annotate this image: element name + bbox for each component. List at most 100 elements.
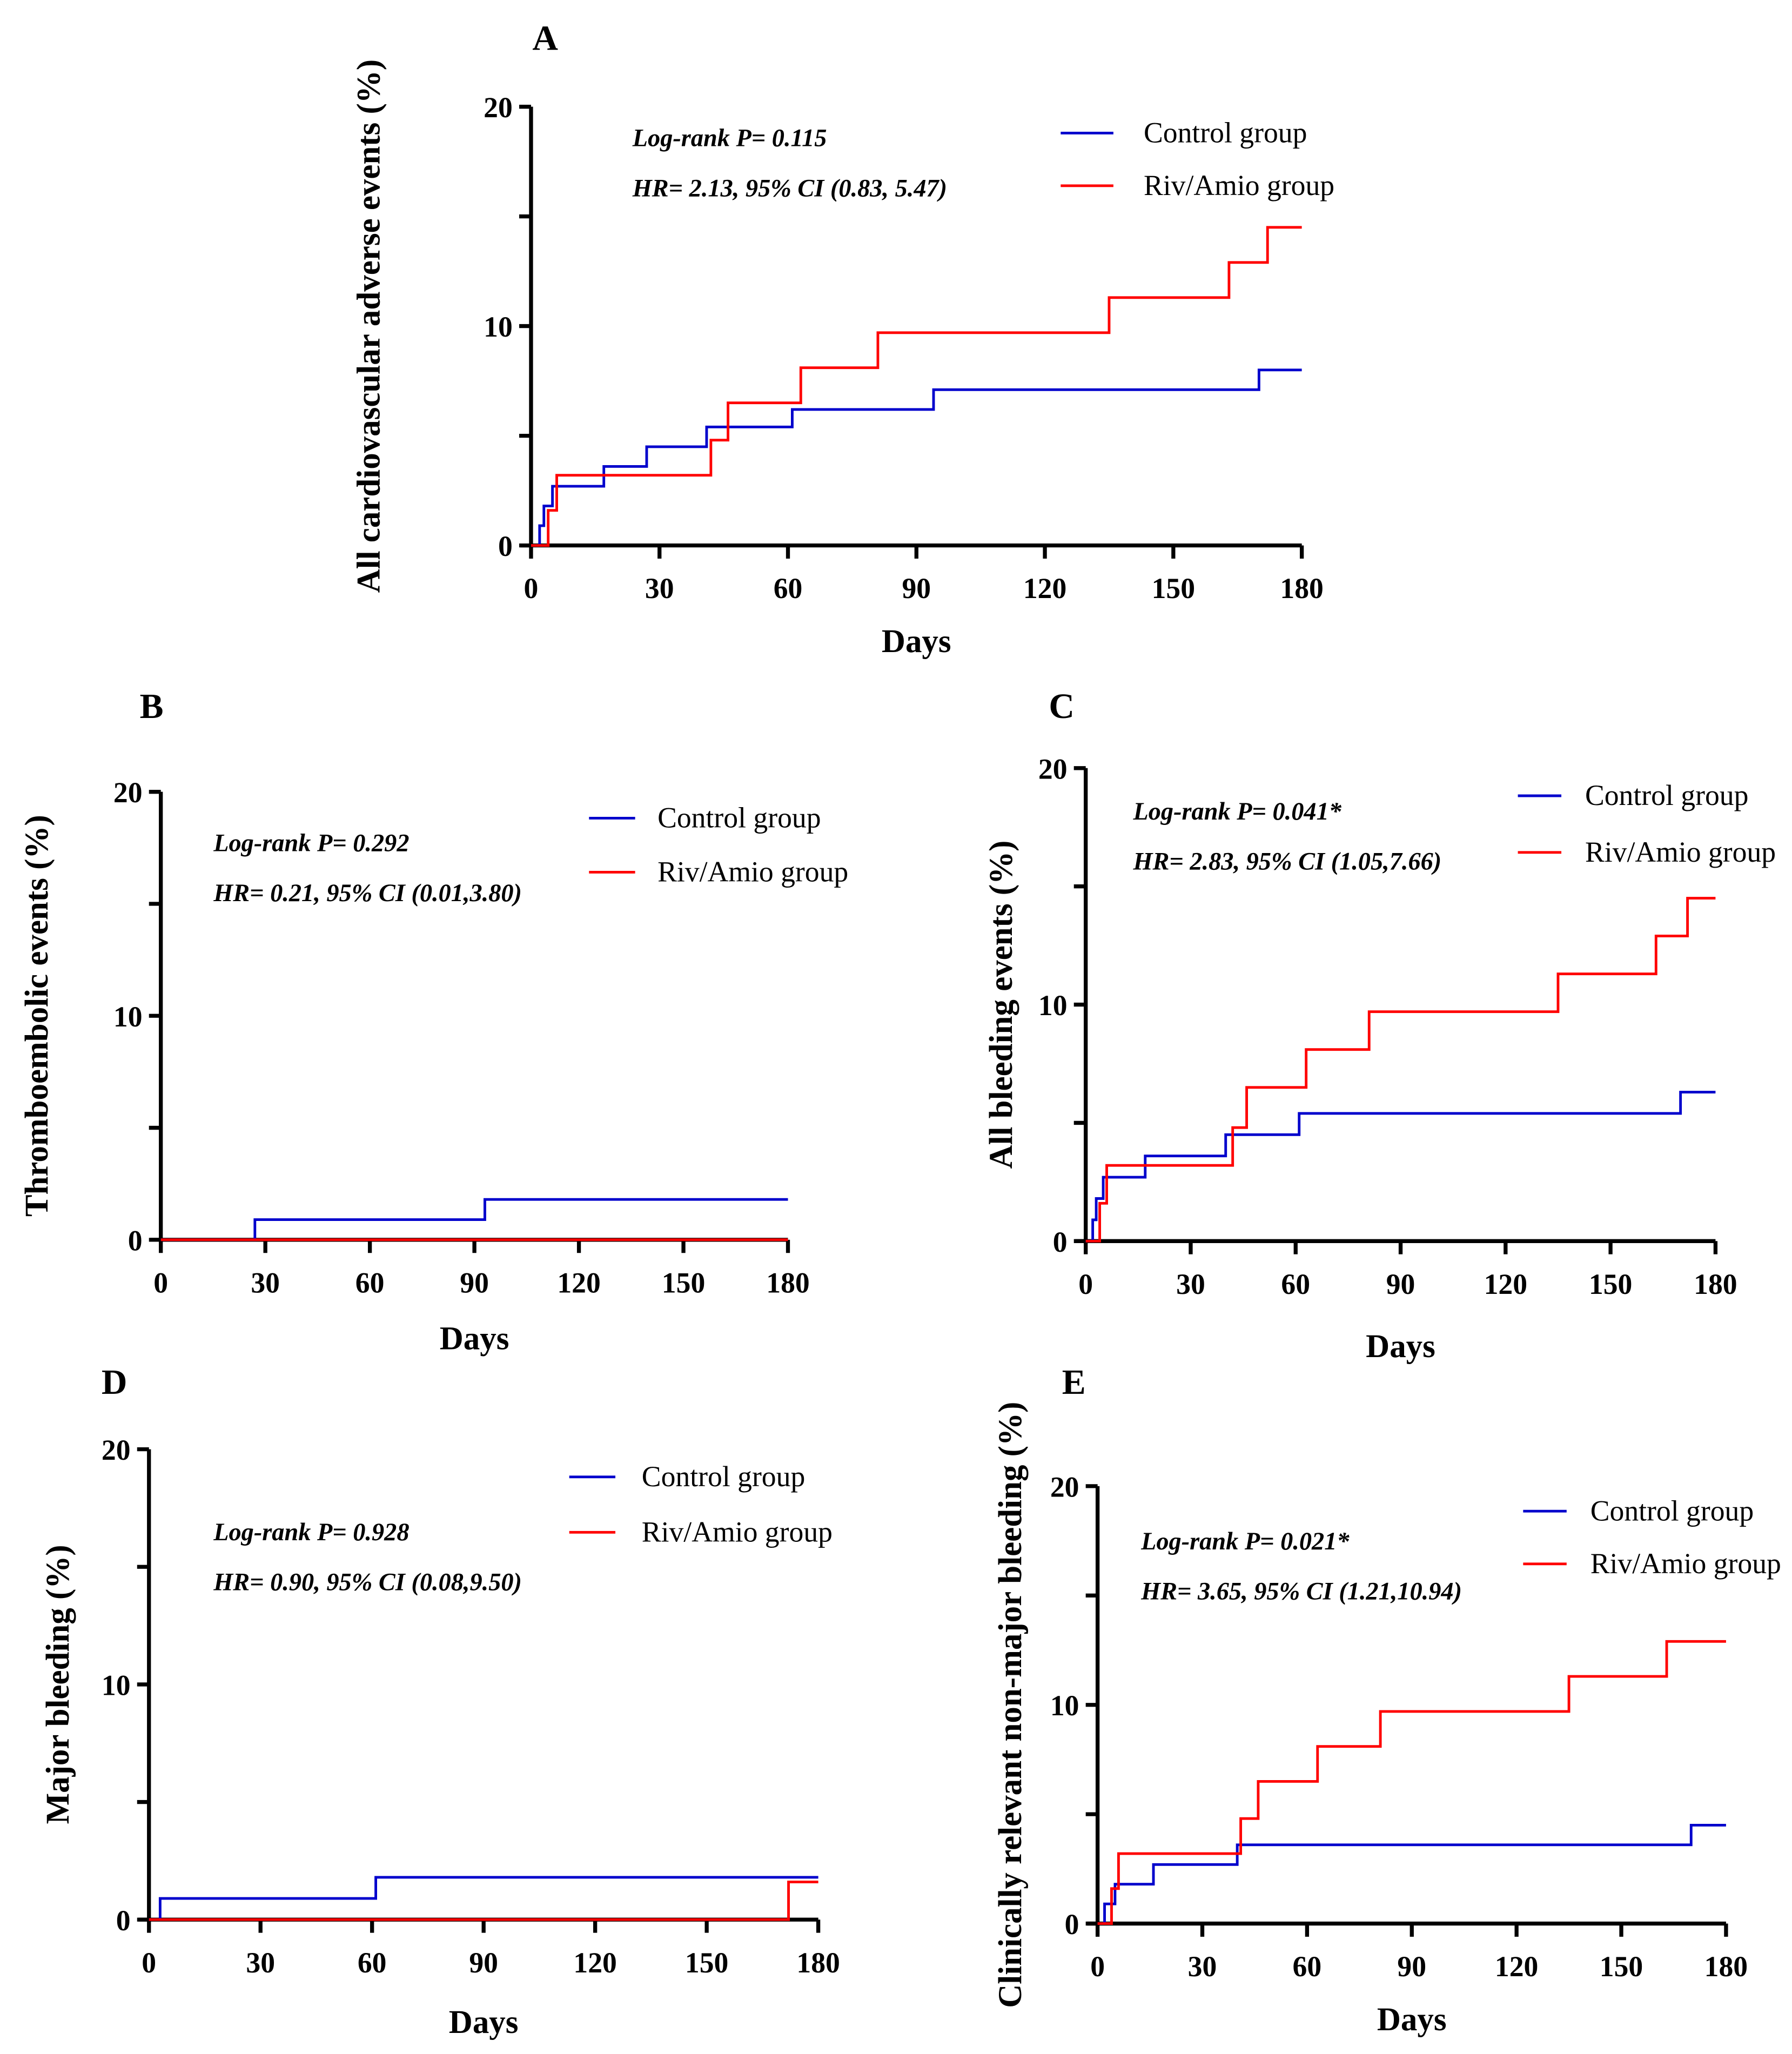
log-rank-text: Log-rank P= 0.292 (213, 829, 409, 857)
x-tick-label: 90 (1386, 1268, 1415, 1300)
riv-amio-curve (149, 1881, 818, 1921)
legend-label: Riv/Amio group (1590, 1547, 1781, 1580)
hazard-ratio-text: HR= 3.65, 95% CI (1.21,10.94) (1140, 1578, 1462, 1606)
x-tick-label: 120 (1495, 1950, 1538, 1983)
x-axis-label: Days (440, 1320, 509, 1357)
legend-label: Riv/Amio group (1144, 169, 1334, 202)
x-tick-label: 90 (902, 572, 931, 605)
x-tick-label: 150 (685, 1946, 728, 1979)
y-tick-label: 0 (128, 1224, 143, 1257)
x-tick-label: 0 (153, 1266, 168, 1299)
legend-item-control: Control group (1523, 1494, 1754, 1527)
x-tick-label: 0 (142, 1946, 156, 1979)
legend-item-riv-amio: Riv/Amio group (1523, 1547, 1781, 1580)
y-tick-label: 20 (1038, 753, 1068, 785)
control-curve (1097, 1823, 1726, 1925)
x-tick-label: 180 (796, 1946, 840, 1979)
hazard-ratio-text: HR= 2.13, 95% CI (0.83, 5.47) (632, 174, 947, 202)
panel-b: B 0 10 20 0 30 60 90 120 150 180 Days Thromboembolic… (19, 687, 848, 1357)
riv-amio-curve (1085, 897, 1716, 1243)
legend-item-riv-amio: Riv/Amio group (589, 856, 848, 888)
x-tick-label: 90 (460, 1266, 489, 1299)
x-tick-label: 60 (358, 1946, 387, 1979)
x-tick-label: 120 (1484, 1268, 1527, 1300)
legend-label: Riv/Amio group (657, 856, 848, 888)
x-tick-label: 60 (774, 572, 803, 605)
panel-d: D 0 10 20 0 30 60 90 120 150 180 Days Major bleeding… (40, 1362, 840, 2040)
x-tick-label: 60 (1281, 1268, 1310, 1300)
control-curve (160, 1198, 788, 1241)
x-axis-label: Days (449, 2004, 519, 2040)
panel-letter: E (1062, 1362, 1086, 1402)
x-tick-label: 150 (1152, 572, 1195, 605)
y-axis-label: Thromboembolic events (%) (19, 815, 55, 1217)
panel-c: C 0 10 20 0 30 60 90 120 150 180 Days All bleeding e… (983, 687, 1776, 1365)
x-axis-label: Days (1366, 1328, 1435, 1365)
x-tick-label: 90 (469, 1946, 498, 1979)
hazard-ratio-text: HR= 0.21, 95% CI (0.01,3.80) (213, 880, 522, 907)
x-tick-label: 150 (1589, 1268, 1632, 1300)
legend-label: Control group (642, 1460, 805, 1493)
legend-item-control: Control group (1518, 779, 1748, 811)
x-tick-label: 180 (1694, 1268, 1737, 1300)
y-tick-label: 0 (116, 1904, 131, 1937)
x-tick-label: 150 (1600, 1950, 1643, 1983)
y-tick-label: 10 (484, 311, 513, 343)
x-tick-label: 180 (1704, 1950, 1748, 1983)
x-tick-label: 150 (662, 1266, 705, 1299)
legend-label: Control group (1590, 1494, 1754, 1527)
x-tick-label: 90 (1397, 1950, 1426, 1983)
y-tick-label: 0 (1065, 1908, 1079, 1941)
control-curve (531, 368, 1302, 547)
x-tick-label: 30 (645, 572, 674, 605)
legend-item-riv-amio: Riv/Amio group (1518, 836, 1776, 868)
x-tick-label: 30 (246, 1946, 275, 1979)
y-axis-label: Clinically relevant non-major bleeding (… (992, 1402, 1029, 2008)
x-tick-label: 180 (1280, 572, 1323, 605)
x-tick-label: 180 (766, 1266, 809, 1299)
y-tick-label: 20 (102, 1434, 131, 1466)
x-tick-label: 60 (355, 1266, 385, 1299)
panel-a: A 0 10 20 0 30 60 90 120 150 180 Days All cardiovasc… (351, 19, 1335, 660)
x-axis-label: Days (1377, 2002, 1447, 2038)
y-tick-label: 10 (113, 1001, 143, 1033)
hazard-ratio-text: HR= 0.90, 95% CI (0.08,9.50) (213, 1569, 522, 1596)
panel-letter: C (1049, 687, 1075, 726)
x-tick-label: 0 (1090, 1950, 1105, 1983)
log-rank-text: Log-rank P= 0.041* (1132, 798, 1341, 825)
x-tick-label: 60 (1293, 1950, 1322, 1983)
panel-letter: D (102, 1362, 127, 1402)
y-tick-label: 0 (1053, 1226, 1068, 1258)
y-tick-label: 0 (498, 530, 513, 562)
legend-label: Control group (1144, 116, 1307, 149)
legend-item-control: Control group (1061, 116, 1307, 149)
y-tick-label: 20 (1050, 1471, 1079, 1503)
x-axis-label: Days (882, 623, 951, 660)
panel-letter: A (532, 19, 558, 58)
hazard-ratio-text: HR= 2.83, 95% CI (1.05,7.66) (1132, 848, 1441, 876)
log-rank-text: Log-rank P= 0.928 (213, 1519, 409, 1546)
legend-item-riv-amio: Riv/Amio group (1061, 169, 1334, 202)
x-tick-label: 120 (1023, 572, 1066, 605)
y-tick-label: 10 (1038, 989, 1068, 1022)
control-curve (149, 1876, 818, 1921)
riv-amio-curve (1097, 1640, 1726, 1925)
panel-letter: B (140, 687, 164, 726)
x-tick-label: 30 (1176, 1268, 1205, 1300)
log-rank-text: Log-rank P= 0.115 (632, 125, 827, 152)
legend-item-control: Control group (569, 1460, 805, 1493)
legend-label: Riv/Amio group (642, 1515, 833, 1548)
legend-item-riv-amio: Riv/Amio group (569, 1515, 833, 1548)
x-tick-label: 30 (1188, 1950, 1217, 1983)
y-axis-label: All bleeding events (%) (983, 841, 1019, 1169)
riv-amio-curve (531, 226, 1302, 547)
x-tick-label: 30 (251, 1266, 280, 1299)
x-tick-label: 120 (557, 1266, 600, 1299)
legend-item-control: Control group (589, 802, 821, 834)
y-tick-label: 20 (484, 91, 513, 124)
legend-label: Riv/Amio group (1585, 836, 1776, 868)
y-tick-label: 10 (1050, 1689, 1079, 1722)
legend-label: Control group (657, 802, 821, 834)
x-tick-label: 0 (1078, 1268, 1093, 1300)
